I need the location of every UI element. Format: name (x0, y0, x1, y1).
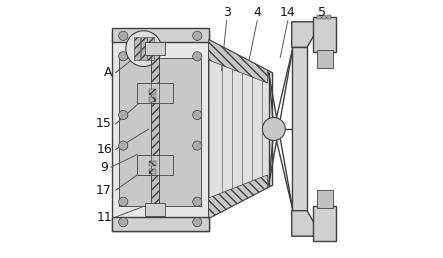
Circle shape (193, 52, 202, 61)
Polygon shape (209, 40, 272, 218)
Bar (149, 97, 156, 102)
Bar (148, 37, 154, 60)
Bar (137, 155, 173, 175)
Polygon shape (209, 40, 268, 83)
Bar (323, 15, 326, 19)
Bar (112, 217, 209, 231)
Circle shape (119, 31, 128, 41)
Bar (149, 161, 156, 166)
Bar (134, 37, 140, 60)
Bar (313, 17, 336, 52)
Circle shape (119, 217, 128, 227)
Text: 17: 17 (96, 184, 112, 197)
Text: 3: 3 (223, 6, 230, 19)
Bar (327, 15, 331, 19)
Bar (120, 58, 201, 206)
Polygon shape (291, 211, 316, 236)
Bar (152, 52, 159, 211)
Text: 14: 14 (280, 6, 296, 19)
Circle shape (119, 141, 128, 150)
Bar (112, 32, 209, 231)
Circle shape (193, 110, 202, 119)
Text: 4: 4 (253, 6, 261, 19)
Circle shape (126, 31, 162, 67)
Text: 15: 15 (96, 117, 112, 130)
Text: 16: 16 (96, 143, 112, 156)
Bar (209, 103, 229, 155)
Circle shape (119, 197, 128, 206)
Bar (145, 203, 165, 216)
Polygon shape (209, 175, 268, 218)
Text: 9: 9 (100, 161, 108, 174)
Circle shape (193, 217, 202, 227)
Bar (145, 42, 165, 55)
Circle shape (193, 31, 202, 41)
Bar (317, 190, 333, 208)
Bar (317, 50, 333, 68)
Circle shape (119, 52, 128, 61)
Text: A: A (104, 66, 112, 79)
Text: 11: 11 (96, 211, 112, 223)
Bar (152, 52, 159, 211)
Bar (112, 28, 209, 42)
Bar (149, 90, 156, 94)
Bar (291, 47, 307, 211)
Circle shape (193, 197, 202, 206)
Bar (149, 168, 156, 174)
Bar (317, 15, 321, 19)
Bar (140, 37, 147, 60)
Polygon shape (291, 22, 316, 47)
Bar (137, 83, 173, 103)
Circle shape (193, 141, 202, 150)
Circle shape (119, 110, 128, 119)
Circle shape (262, 117, 285, 141)
Text: 5: 5 (319, 6, 326, 19)
Bar (313, 206, 336, 241)
